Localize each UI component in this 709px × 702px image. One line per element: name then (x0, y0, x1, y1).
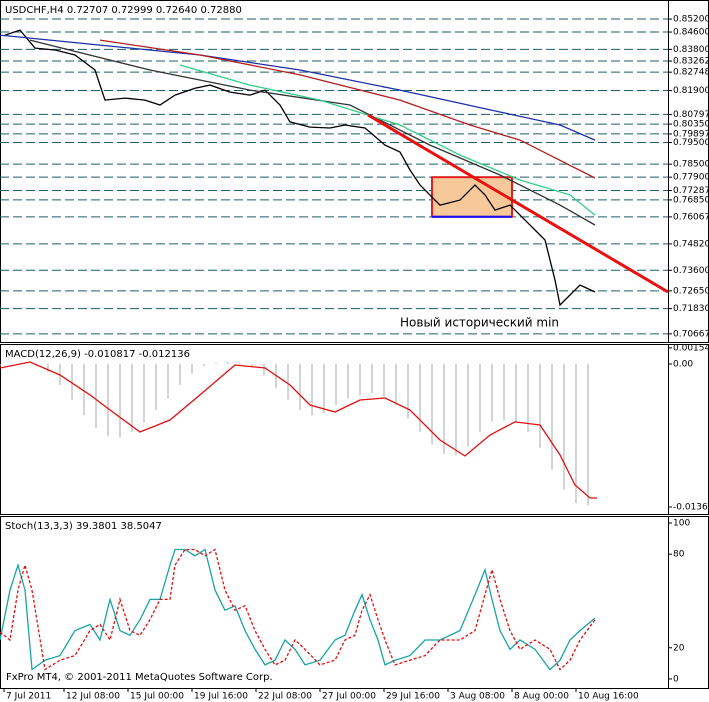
x-tick-label: 3 Aug 08:00 (450, 692, 505, 702)
annotation: FxPro MT4, © 2001-2011 MetaQuotes Softwa… (6, 672, 273, 683)
y-tick-label: 0.79500 (673, 138, 709, 148)
panel-title: MACD(12,26,9) -0.010817 -0.012136 (5, 349, 190, 360)
y-tick-label: 0.74820 (673, 239, 709, 249)
series-line (4, 29, 596, 307)
series-line (179, 64, 596, 216)
x-tick-label: 15 Jul 00:00 (130, 692, 184, 702)
x-tick-label: 10 Aug 16:00 (578, 692, 639, 702)
y-tick-label: 0.76067 (673, 212, 709, 222)
y-tick-label: 0.78500 (673, 160, 709, 170)
y-tick-label: 0.80797 (673, 110, 709, 120)
series-line (99, 39, 596, 179)
y-tick-label: 0.79897 (673, 129, 709, 139)
panel-title: USDCHF,H4 0.72707 0.72999 0.72640 0.7288… (5, 5, 242, 16)
y-tick-label: 0.00154 (673, 343, 709, 353)
x-tick-label: 8 Aug 00:00 (514, 692, 569, 702)
y-tick-label: 0.76850 (673, 195, 709, 205)
y-tick-label: 0.73600 (673, 266, 709, 276)
y-tick-label: 0.82748 (673, 68, 709, 78)
panel-frame (0, 516, 709, 689)
y-tick-label: 0 (673, 674, 679, 684)
x-tick-label: 29 Jul 16:00 (386, 692, 440, 702)
y-tick-label: 0.84600 (673, 28, 709, 38)
y-tick-label: 20 (673, 643, 685, 653)
x-tick-label: 7 Jul 2011 (6, 692, 51, 702)
range-box (431, 176, 513, 218)
y-tick-label: 0.71830 (673, 304, 709, 314)
series-line (0, 361, 597, 499)
y-tick-label: 0.83800 (673, 45, 709, 55)
panel-frame (0, 344, 709, 515)
x-tick-label: 19 Jul 16:00 (194, 692, 248, 702)
y-tick-label: 0.00 (673, 359, 693, 369)
x-tick-label: 12 Jul 08:00 (66, 692, 120, 702)
y-tick-label: 80 (673, 550, 685, 560)
y-tick-label: 0.80350 (673, 120, 709, 130)
y-tick-label: 0.70667 (673, 329, 709, 339)
series-line (29, 39, 596, 226)
x-tick-label: 22 Jul 08:00 (258, 692, 312, 702)
y-tick-label: 0.77900 (673, 173, 709, 183)
y-tick-label: 0.77287 (673, 186, 709, 196)
y-tick-label: -0.01367 (673, 502, 709, 512)
y-tick-label: 0.83262 (673, 57, 709, 67)
y-tick-label: 0.85200 (673, 15, 709, 25)
series-line (0, 548, 596, 671)
series-line (367, 113, 669, 294)
annotation: Новый исторический min (400, 316, 559, 330)
y-tick-label: 100 (673, 519, 690, 529)
series-line (0, 548, 596, 671)
series-line (0, 34, 596, 141)
x-tick-label: 27 Jul 00:00 (322, 692, 376, 702)
y-tick-label: 0.81900 (673, 86, 709, 96)
panel-title: Stoch(13,3,3) 39.3801 38.5047 (5, 521, 162, 532)
y-tick-label: 0.72650 (673, 286, 709, 296)
